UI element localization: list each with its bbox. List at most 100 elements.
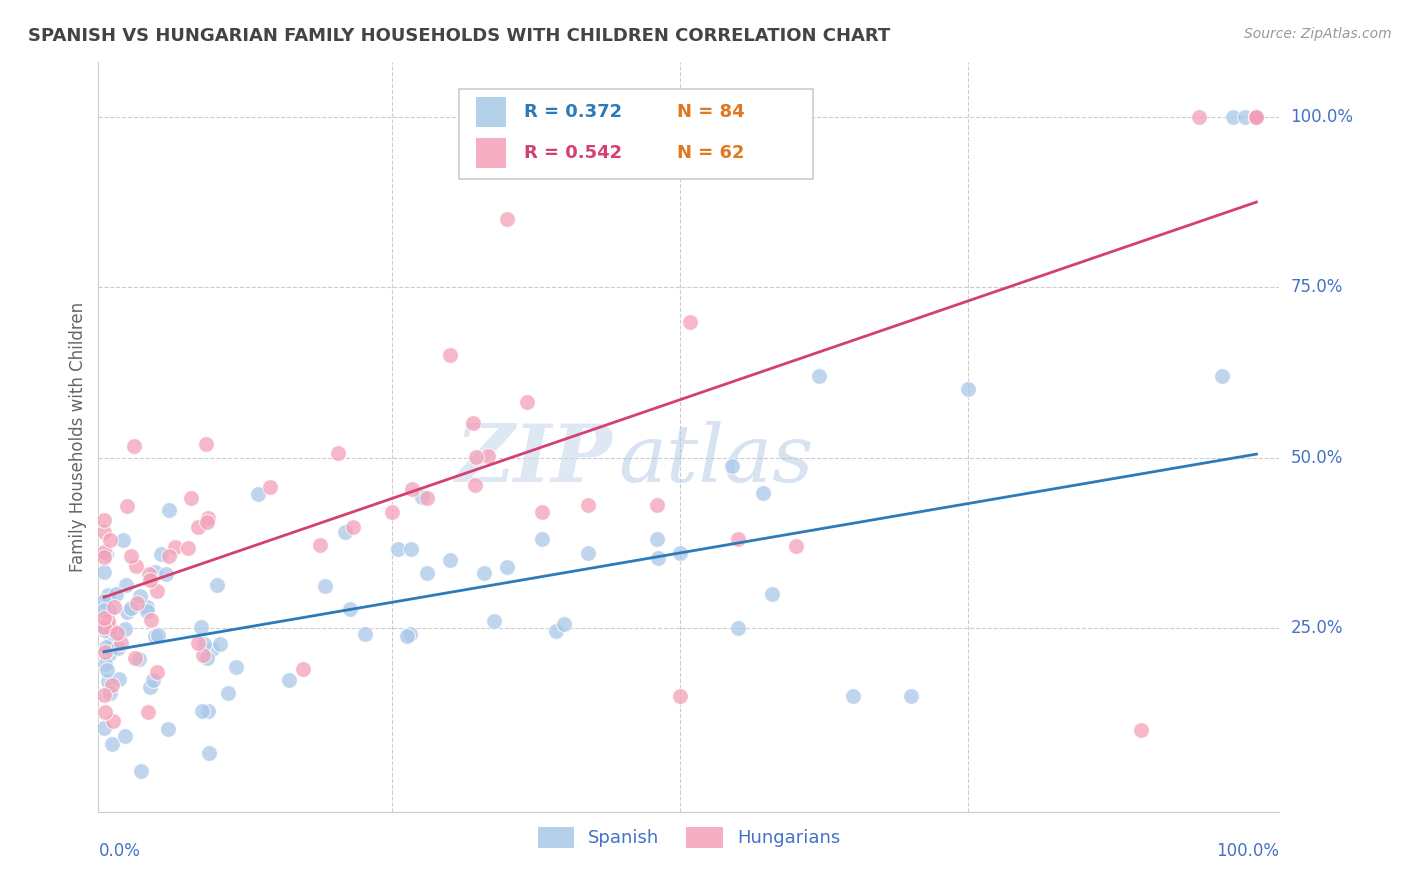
Point bbox=[208, 637, 231, 651]
Point bbox=[128, 652, 150, 666]
Text: 75.0%: 75.0% bbox=[1291, 278, 1343, 296]
Point bbox=[197, 704, 219, 718]
Point bbox=[387, 542, 409, 557]
Point bbox=[727, 533, 749, 547]
Point bbox=[720, 459, 742, 474]
Point bbox=[647, 551, 669, 566]
Point bbox=[576, 546, 599, 560]
Point bbox=[1246, 110, 1268, 124]
Point bbox=[94, 619, 117, 633]
Point bbox=[93, 610, 115, 624]
Point bbox=[669, 546, 692, 560]
Point bbox=[645, 498, 668, 512]
Point bbox=[149, 547, 172, 561]
Point bbox=[461, 417, 484, 431]
Point bbox=[93, 617, 115, 632]
Point bbox=[124, 650, 146, 665]
Point bbox=[1246, 110, 1268, 124]
Point bbox=[217, 686, 239, 700]
Point bbox=[155, 566, 177, 581]
Point bbox=[138, 680, 160, 694]
Point bbox=[1233, 110, 1256, 124]
Point bbox=[416, 566, 439, 581]
Point bbox=[120, 601, 142, 615]
Point bbox=[104, 587, 127, 601]
Point bbox=[97, 588, 120, 602]
Point bbox=[1246, 110, 1268, 124]
Point bbox=[110, 635, 132, 649]
Point bbox=[191, 648, 214, 662]
Text: N = 84: N = 84 bbox=[678, 103, 745, 121]
Point bbox=[157, 722, 180, 736]
Point bbox=[101, 678, 124, 692]
Point bbox=[496, 212, 519, 227]
Point bbox=[195, 515, 218, 529]
Point bbox=[100, 632, 122, 646]
Point bbox=[785, 539, 807, 553]
Point bbox=[98, 648, 121, 662]
Point bbox=[97, 603, 120, 617]
Point bbox=[727, 621, 749, 635]
Point bbox=[97, 614, 120, 628]
Text: 25.0%: 25.0% bbox=[1291, 619, 1343, 637]
Point bbox=[112, 533, 135, 548]
FancyBboxPatch shape bbox=[477, 97, 506, 128]
Point bbox=[139, 573, 162, 587]
Point bbox=[328, 446, 350, 460]
Point bbox=[464, 478, 486, 492]
Point bbox=[1222, 110, 1244, 124]
Text: ZIP: ZIP bbox=[456, 421, 612, 499]
Text: atlas: atlas bbox=[619, 421, 814, 499]
Point bbox=[308, 538, 330, 552]
Point bbox=[339, 602, 361, 616]
Point bbox=[143, 565, 166, 579]
Point bbox=[496, 559, 519, 574]
Point bbox=[342, 520, 364, 534]
FancyBboxPatch shape bbox=[477, 138, 506, 168]
Point bbox=[645, 533, 668, 547]
Point bbox=[335, 524, 357, 539]
Point bbox=[143, 629, 166, 643]
Point bbox=[98, 686, 121, 700]
Point bbox=[292, 662, 315, 676]
Point bbox=[193, 637, 215, 651]
Point bbox=[93, 594, 115, 608]
Point bbox=[115, 605, 138, 619]
Y-axis label: Family Households with Children: Family Households with Children bbox=[69, 302, 87, 572]
Point bbox=[93, 689, 115, 703]
Point bbox=[247, 487, 270, 501]
Point bbox=[190, 620, 212, 634]
Point bbox=[381, 505, 404, 519]
Point bbox=[465, 450, 488, 465]
Point bbox=[191, 704, 214, 718]
Point bbox=[100, 737, 122, 751]
Point bbox=[157, 503, 180, 517]
Point bbox=[1246, 110, 1268, 124]
Text: 100.0%: 100.0% bbox=[1291, 108, 1354, 126]
Point bbox=[127, 596, 149, 610]
Point bbox=[115, 500, 138, 514]
Point bbox=[842, 689, 865, 703]
Point bbox=[139, 613, 162, 627]
Point bbox=[98, 621, 121, 635]
Point bbox=[576, 498, 599, 512]
Point bbox=[128, 589, 150, 603]
Point bbox=[93, 705, 115, 719]
Point bbox=[277, 673, 299, 687]
Text: 50.0%: 50.0% bbox=[1291, 449, 1343, 467]
Point bbox=[474, 566, 496, 581]
Point bbox=[145, 665, 167, 680]
Point bbox=[107, 625, 129, 640]
Point bbox=[120, 549, 142, 563]
Point bbox=[93, 549, 115, 564]
Point bbox=[93, 620, 115, 634]
Point bbox=[401, 482, 423, 496]
Point bbox=[146, 628, 169, 642]
Point bbox=[516, 395, 538, 409]
Point bbox=[97, 673, 120, 688]
Point bbox=[177, 541, 200, 555]
Point bbox=[114, 729, 136, 743]
Point bbox=[105, 626, 128, 640]
Point bbox=[900, 689, 922, 703]
Point bbox=[207, 578, 229, 592]
